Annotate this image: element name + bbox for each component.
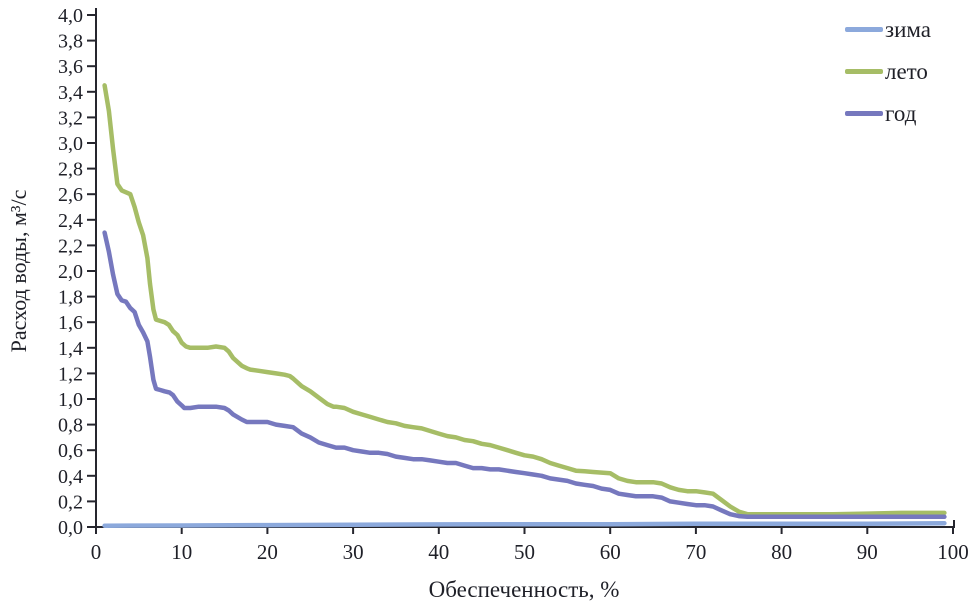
legend-item-god: год: [845, 92, 931, 134]
svg-text:0: 0: [91, 540, 102, 564]
legend-item-zima: зима: [845, 8, 931, 50]
svg-text:3,6: 3,6: [58, 56, 83, 78]
svg-text:0,8: 0,8: [58, 415, 83, 437]
legend-label-leto: лето: [885, 58, 928, 84]
svg-text:4,0: 4,0: [58, 5, 83, 27]
leto-line-swatch-icon: [845, 68, 883, 74]
svg-text:3,8: 3,8: [58, 31, 83, 53]
zima-line-swatch-icon: [845, 26, 883, 32]
svg-text:30: 30: [343, 540, 364, 564]
svg-text:2,0: 2,0: [58, 261, 83, 283]
svg-text:40: 40: [428, 540, 449, 564]
svg-text:0,4: 0,4: [58, 466, 83, 488]
svg-text:2,6: 2,6: [58, 184, 83, 206]
svg-text:1,6: 1,6: [58, 312, 83, 334]
svg-text:3,2: 3,2: [58, 107, 83, 129]
x-axis-title: Обеспеченность, %: [428, 577, 620, 602]
svg-text:0,6: 0,6: [58, 440, 83, 462]
legend-item-leto: лето: [845, 50, 931, 92]
svg-text:3,0: 3,0: [58, 133, 83, 155]
svg-text:100: 100: [937, 540, 969, 564]
svg-text:90: 90: [857, 540, 878, 564]
legend-label-zima: зима: [885, 16, 931, 42]
svg-text:1,4: 1,4: [58, 338, 83, 360]
svg-text:1,0: 1,0: [58, 389, 83, 411]
svg-text:70: 70: [685, 540, 706, 564]
svg-text:20: 20: [257, 540, 278, 564]
svg-text:50: 50: [514, 540, 535, 564]
svg-text:60: 60: [600, 540, 621, 564]
god-line-swatch-icon: [845, 110, 883, 116]
svg-text:1,2: 1,2: [58, 363, 83, 385]
svg-text:0,0: 0,0: [58, 517, 83, 539]
svg-text:80: 80: [771, 540, 792, 564]
svg-text:2,2: 2,2: [58, 235, 83, 257]
svg-text:1,8: 1,8: [58, 287, 83, 309]
svg-text:3,4: 3,4: [58, 82, 83, 104]
svg-text:2,8: 2,8: [58, 159, 83, 181]
svg-text:0,2: 0,2: [58, 491, 83, 513]
svg-text:10: 10: [171, 540, 192, 564]
legend-label-god: год: [885, 100, 917, 126]
svg-text:2,4: 2,4: [58, 210, 83, 232]
y-axis-title: Расход воды, м³/с: [6, 189, 31, 353]
legend: зима лето год: [845, 8, 931, 134]
